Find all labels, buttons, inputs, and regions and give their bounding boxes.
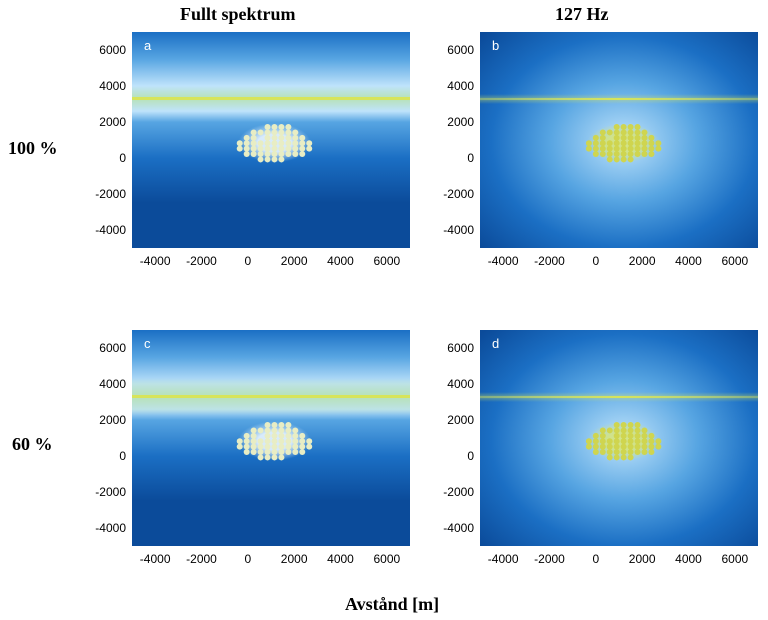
x-ticks-d: -4000 -2000 0 2000 4000 6000 [480, 550, 758, 572]
x-tick-label: 6000 [721, 552, 748, 566]
x-tick-label: 4000 [327, 254, 354, 268]
y-tick-label: 6000 [447, 341, 474, 355]
y-tick-label: 0 [119, 151, 126, 165]
intensity-band-core [132, 97, 410, 99]
y-tick-label: 2000 [99, 413, 126, 427]
x-tick-label: 2000 [629, 552, 656, 566]
x-tick-label: -2000 [186, 552, 217, 566]
x-tick-label: 2000 [281, 254, 308, 268]
plot-area-b: b [480, 32, 758, 248]
source-cluster-glow [575, 117, 672, 169]
x-tick-label: -4000 [488, 254, 519, 268]
x-ticks-b: -4000 -2000 0 2000 4000 6000 [480, 252, 758, 274]
x-tick-label: 4000 [675, 552, 702, 566]
panel-letter: b [492, 38, 499, 53]
y-tick-label: -4000 [95, 521, 126, 535]
y-tick-label: 2000 [99, 115, 126, 129]
intensity-band-core [132, 395, 410, 398]
figure-root: Fullt spektrum 127 Hz 100 % 60 % Avstånd… [0, 0, 768, 620]
plot-area-a: a [132, 32, 410, 248]
x-tick-label: 6000 [373, 552, 400, 566]
x-tick-label: 0 [244, 254, 251, 268]
x-tick-label: 6000 [721, 254, 748, 268]
x-tick-label: -4000 [140, 552, 171, 566]
x-tick-label: -2000 [186, 254, 217, 268]
source-cluster-glow [226, 415, 323, 467]
y-tick-label: 6000 [99, 43, 126, 57]
x-tick-label: -2000 [534, 552, 565, 566]
x-tick-label: -2000 [534, 254, 565, 268]
y-tick-label: 0 [467, 151, 474, 165]
panel-letter: c [144, 336, 151, 351]
x-tick-label: 2000 [629, 254, 656, 268]
y-tick-label: -4000 [443, 223, 474, 237]
y-tick-label: 0 [467, 449, 474, 463]
x-tick-label: 4000 [327, 552, 354, 566]
row-title-bottom: 60 % [12, 434, 53, 455]
x-tick-label: -4000 [488, 552, 519, 566]
y-tick-label: -2000 [95, 187, 126, 201]
y-tick-label: 2000 [447, 413, 474, 427]
x-axis-title: Avstånd [m] [345, 594, 439, 615]
panel-letter: a [144, 38, 151, 53]
panel-c: c -4000 -2000 0 2000 4000 6000 -4000 -2000 0 200… [80, 330, 410, 572]
x-tick-label: 0 [244, 552, 251, 566]
intensity-line-halo [480, 94, 758, 104]
y-tick-label: -4000 [95, 223, 126, 237]
source-cluster-glow [226, 117, 323, 169]
y-tick-label: -4000 [443, 521, 474, 535]
column-title-left: Fullt spektrum [180, 4, 296, 25]
y-tick-label: 4000 [447, 79, 474, 93]
x-tick-label: 6000 [373, 254, 400, 268]
source-cluster-glow [575, 415, 672, 467]
y-tick-label: 4000 [99, 377, 126, 391]
x-ticks-a: -4000 -2000 0 2000 4000 6000 [132, 252, 410, 274]
x-tick-label: 4000 [675, 254, 702, 268]
x-tick-label: -4000 [140, 254, 171, 268]
y-tick-label: 6000 [99, 341, 126, 355]
panel-b: b -4000 -2000 0 2000 4000 6000 -4000 -2000 0 200… [428, 32, 758, 274]
panel-letter: d [492, 336, 499, 351]
y-tick-label: 2000 [447, 115, 474, 129]
panel-a: a -4000 -2000 0 2000 4000 6000 -4000 -2000 0 200… [80, 32, 410, 274]
row-title-top: 100 % [8, 138, 58, 159]
y-tick-label: -2000 [443, 187, 474, 201]
y-ticks-b: -4000 -2000 0 2000 4000 6000 [428, 32, 476, 248]
y-tick-label: -2000 [95, 485, 126, 499]
y-ticks-c: -4000 -2000 0 2000 4000 6000 [80, 330, 128, 546]
y-ticks-d: -4000 -2000 0 2000 4000 6000 [428, 330, 476, 546]
x-tick-label: 0 [592, 552, 599, 566]
y-tick-label: 4000 [447, 377, 474, 391]
x-ticks-c: -4000 -2000 0 2000 4000 6000 [132, 550, 410, 572]
plot-area-c: c [132, 330, 410, 546]
y-tick-label: 4000 [99, 79, 126, 93]
y-tick-label: 6000 [447, 43, 474, 57]
y-tick-label: 0 [119, 449, 126, 463]
y-tick-label: -2000 [443, 485, 474, 499]
intensity-line-halo [480, 392, 758, 402]
panel-d: d -4000 -2000 0 2000 4000 6000 -4000 -2000 0 200… [428, 330, 758, 572]
column-title-right: 127 Hz [555, 4, 609, 25]
x-tick-label: 0 [592, 254, 599, 268]
plot-area-d: d [480, 330, 758, 546]
y-ticks-a: -4000 -2000 0 2000 4000 6000 [80, 32, 128, 248]
x-tick-label: 2000 [281, 552, 308, 566]
